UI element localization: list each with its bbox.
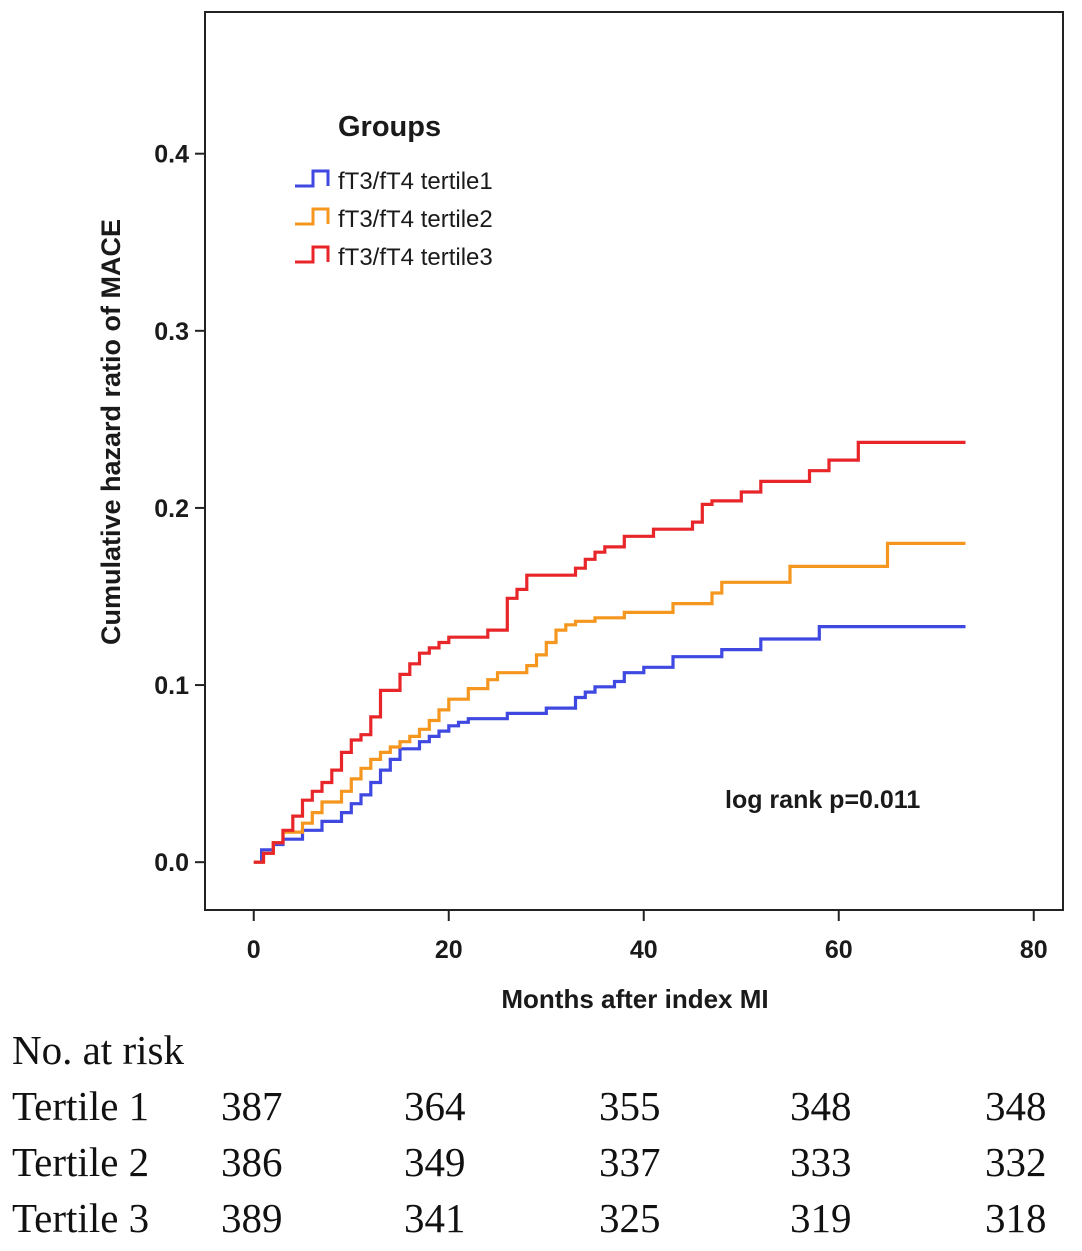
x-tick-label: 60	[825, 936, 853, 964]
risk-table-title: No. at risk	[12, 1027, 184, 1073]
y-tick-label: 0.2	[154, 495, 189, 523]
series-lines	[253, 440, 966, 864]
x-axis-label: Months after index MI	[501, 984, 768, 1014]
risk-value: 319	[790, 1195, 852, 1241]
risk-row-tertile-3: Tertile 3 389 341 325 319 318	[12, 1190, 1082, 1246]
legend-swatch-ft3-ft4-tertile3	[295, 245, 330, 264]
y-axis-label: Cumulative hazard ratio of MACE	[96, 219, 126, 645]
legend-swatch-ft3-ft4-tertile1	[295, 169, 330, 188]
km-chart: 0.0 0.1 0.2 0.3 0.4 0 20 40 60 80 Groups fT3/fT4…	[96, 11, 1064, 1014]
legend-swatch-ft3-ft4-tertile2	[295, 207, 330, 226]
y-tick-label: 0.1	[154, 672, 189, 700]
risk-row-tertile-2: Tertile 2 386 349 337 333 332	[12, 1134, 1082, 1190]
risk-row-label: Tertile 2	[12, 1139, 150, 1185]
x-tick-label: 40	[630, 936, 658, 964]
number-at-risk-table: No. at risk Tertile 1 387 364 355 348 34…	[12, 1022, 1082, 1246]
plot-area-frame	[204, 11, 1064, 911]
x-tick-label: 20	[435, 936, 463, 964]
risk-value: 325	[599, 1195, 661, 1241]
risk-row-tertile-1: Tertile 1 387 364 355 348 348	[12, 1078, 1082, 1134]
x-tick-label: 0	[247, 936, 261, 964]
log-rank-annotation: log rank p=0.011	[725, 786, 920, 814]
y-tick-label: 0.4	[154, 141, 189, 169]
legend-label: fT3/fT4 tertile2	[338, 206, 493, 233]
risk-value: 386	[221, 1139, 283, 1185]
legend-label: fT3/fT4 tertile3	[338, 244, 493, 271]
risk-value: 318	[985, 1195, 1047, 1241]
risk-value: 364	[404, 1083, 466, 1129]
risk-value: 332	[985, 1139, 1047, 1185]
risk-value: 348	[790, 1083, 852, 1129]
risk-value: 389	[221, 1195, 283, 1241]
y-axis: 0.0 0.1 0.2 0.3 0.4	[154, 141, 205, 877]
y-tick-label: 0.3	[154, 318, 189, 346]
y-tick-label: 0.0	[154, 849, 189, 877]
legend-label: fT3/fT4 tertile1	[338, 168, 493, 195]
risk-value: 333	[790, 1139, 852, 1185]
risk-value: 387	[221, 1083, 283, 1129]
series-line-ft3-ft4-tertile2	[253, 541, 966, 864]
x-tick-label: 80	[1020, 936, 1048, 964]
series-line-ft3-ft4-tertile1	[253, 625, 966, 864]
risk-value: 349	[404, 1139, 466, 1185]
risk-value: 337	[599, 1139, 661, 1185]
x-axis: 0 20 40 60 80	[247, 910, 1048, 964]
legend-title: Groups	[338, 111, 441, 143]
legend: Groups fT3/fT4 tertile1 fT3/fT4 tertile2 f…	[295, 111, 493, 271]
risk-value: 341	[404, 1195, 466, 1241]
risk-value: 348	[985, 1083, 1047, 1129]
risk-row-label: Tertile 3	[12, 1195, 150, 1241]
risk-row-label: Tertile 1	[12, 1083, 150, 1129]
series-line-ft3-ft4-tertile3	[253, 440, 966, 864]
risk-value: 355	[599, 1083, 661, 1129]
